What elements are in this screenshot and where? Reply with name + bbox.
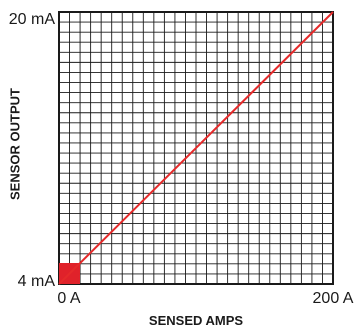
series-line	[58, 11, 334, 285]
plot-area-frame	[58, 11, 334, 285]
y-axis-title: SENSOR OUTPUT	[7, 88, 22, 200]
x-tick-label-max: 200 A	[313, 290, 354, 307]
x-tick-label-min: 0 A	[57, 290, 80, 307]
y-tick-label-max: 20 mA	[9, 11, 56, 28]
y-tick-label-min: 4 mA	[18, 273, 56, 290]
x-axis-title: SENSED AMPS	[149, 313, 243, 328]
